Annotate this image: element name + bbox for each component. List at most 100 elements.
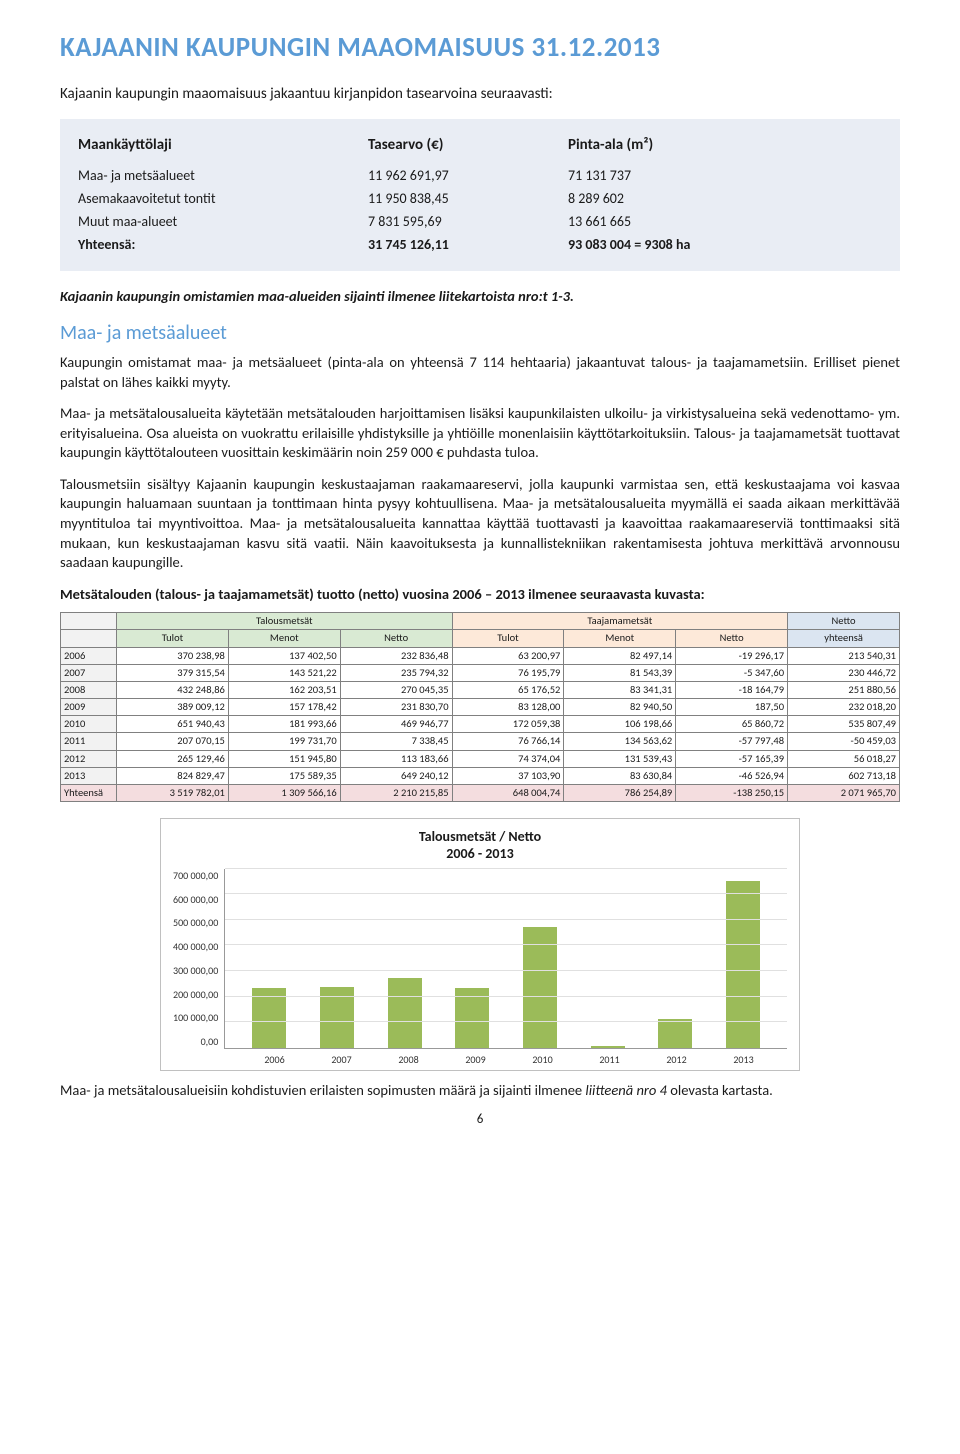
table-group-header: Talousmetsät Taajamametsät Netto: [61, 613, 900, 630]
cell: 379 315,54: [117, 664, 229, 681]
cell: 187,50: [676, 699, 788, 716]
table-row: 2007379 315,54143 521,22235 794,3276 195…: [61, 664, 900, 681]
th-sub: Tulot: [117, 630, 229, 647]
bar: [252, 988, 286, 1048]
x-tick-label: 2007: [331, 1053, 351, 1067]
table-caption: Metsätalouden (talous- ja taajamametsät)…: [60, 585, 900, 605]
cell: 137 402,50: [228, 647, 340, 664]
cell: 162 203,51: [228, 681, 340, 698]
y-tick-label: 600 000,00: [173, 893, 218, 907]
grid-line: [225, 868, 787, 869]
table-row: 2010651 940,43181 993,66469 946,77172 05…: [61, 716, 900, 733]
table-row: 2013824 829,47175 589,35649 240,1237 103…: [61, 767, 900, 784]
y-tick-label: 200 000,00: [173, 988, 218, 1002]
cell: -18 164,79: [676, 681, 788, 698]
cell-year: 2009: [61, 699, 117, 716]
summary-row: Asemakaavoitetut tontit 11 950 838,45 8 …: [78, 188, 882, 211]
closing-text-3: olevasta kartasta.: [667, 1081, 773, 1099]
cell: 648 004,74: [452, 784, 564, 801]
y-tick-label: 100 000,00: [173, 1011, 218, 1025]
cell-year: 2010: [61, 716, 117, 733]
paragraph-1: Kaupungin omistamat maa- ja metsäalueet …: [60, 353, 900, 392]
summary-h1: Maankäyttölaji: [78, 133, 368, 157]
grid-line: [225, 893, 787, 894]
cell: 231 830,70: [340, 699, 452, 716]
cell: 74 374,04: [452, 750, 564, 767]
x-tick-label: 2011: [599, 1053, 619, 1067]
summary-header-row: Maankäyttölaji Tasearvo (€) Pinta-ala (m…: [78, 133, 882, 157]
grid-line: [225, 1021, 787, 1022]
plot-area: [224, 869, 787, 1049]
y-tick-label: 300 000,00: [173, 964, 218, 978]
th-sub: Netto: [676, 630, 788, 647]
x-tick-label: 2006: [264, 1053, 284, 1067]
cell: 602 713,18: [788, 767, 900, 784]
cell: -50 459,03: [788, 733, 900, 750]
cell: -57 797,48: [676, 733, 788, 750]
grid-line: [225, 919, 787, 920]
cell: 230 446,72: [788, 664, 900, 681]
summary-h2: Tasearvo (€): [368, 133, 568, 157]
y-axis: 0,00100 000,00200 000,00300 000,00400 00…: [173, 869, 224, 1049]
cell: 2 071 965,70: [788, 784, 900, 801]
summary-label: Muut maa-alueet: [78, 211, 368, 234]
cell: 113 183,66: [340, 750, 452, 767]
chart-title: Talousmetsät / Netto 2006 - 2013: [173, 829, 787, 863]
cell: -46 526,94: [676, 767, 788, 784]
paragraph-3: Talousmetsiin sisältyy Kajaanin kaupungi…: [60, 475, 900, 573]
x-tick-label: 2012: [666, 1053, 686, 1067]
cell-year: 2008: [61, 681, 117, 698]
cell: 469 946,77: [340, 716, 452, 733]
x-tick-label: 2009: [465, 1053, 485, 1067]
closing-attachment-ref: liitteenä nro 4: [585, 1081, 667, 1099]
summary-h3: Pinta-ala (m²): [568, 133, 882, 157]
closing-text-1: Maa- ja metsätalousalueisiin kohdistuvie…: [60, 1081, 582, 1099]
attachment-note: Kajaanin kaupungin omistamien maa-alueid…: [60, 287, 900, 307]
page-title: KAJAANIN KAUPUNGIN MAAOMAISUUS 31.12.201…: [60, 30, 900, 66]
cell: -5 347,60: [676, 664, 788, 681]
cell: 649 240,12: [340, 767, 452, 784]
cell: 83 341,31: [564, 681, 676, 698]
cell: 151 945,80: [228, 750, 340, 767]
cell: 83 630,84: [564, 767, 676, 784]
th-sub: Netto: [340, 630, 452, 647]
paragraph-2: Maa- ja metsätalousalueita käytetään met…: [60, 404, 900, 463]
cell: 207 070,15: [117, 733, 229, 750]
bar: [455, 988, 489, 1048]
x-tick-label: 2008: [398, 1053, 418, 1067]
intro-text: Kajaanin kaupungin maaomaisuus jakaantuu…: [60, 84, 900, 104]
summary-area: 8 289 602: [568, 188, 882, 211]
cell: 143 521,22: [228, 664, 340, 681]
section-title: Maa- ja metsäalueet: [60, 320, 900, 347]
cell: 172 059,38: [452, 716, 564, 733]
cell: 65 860,72: [676, 716, 788, 733]
cell: 786 254,89: [564, 784, 676, 801]
cell: 134 563,62: [564, 733, 676, 750]
x-tick-label: 2010: [532, 1053, 552, 1067]
table-row: 2008432 248,86162 203,51270 045,3565 176…: [61, 681, 900, 698]
x-axis: 20062007200820092010201120122013: [231, 1049, 787, 1067]
cell: 824 829,47: [117, 767, 229, 784]
th-talous: Talousmetsät: [117, 613, 453, 630]
cell: 232 836,48: [340, 647, 452, 664]
cell: 157 178,42: [228, 699, 340, 716]
table-row: 2009389 009,12157 178,42231 830,7083 128…: [61, 699, 900, 716]
summary-area: 13 661 665: [568, 211, 882, 234]
cell: 7 338,45: [340, 733, 452, 750]
cell: -138 250,15: [676, 784, 788, 801]
summary-value: 7 831 595,69: [368, 211, 568, 234]
th-sub: yhteensä: [788, 630, 900, 647]
summary-box: Maankäyttölaji Tasearvo (€) Pinta-ala (m…: [60, 119, 900, 271]
bar-chart: Talousmetsät / Netto 2006 - 2013 0,00100…: [160, 818, 800, 1071]
th-taajama: Taajamametsät: [452, 613, 788, 630]
cell: 199 731,70: [228, 733, 340, 750]
cell: 265 129,46: [117, 750, 229, 767]
cell: 63 200,97: [452, 647, 564, 664]
chart-title-l1: Talousmetsät / Netto: [419, 828, 541, 845]
cell: 235 794,32: [340, 664, 452, 681]
closing-paragraph: Maa- ja metsätalousalueisiin kohdistuvie…: [60, 1081, 900, 1101]
grid-line: [225, 996, 787, 997]
summary-total-value: 31 745 126,11: [368, 234, 568, 257]
summary-row: Muut maa-alueet 7 831 595,69 13 661 665: [78, 211, 882, 234]
cell-year: 2006: [61, 647, 117, 664]
